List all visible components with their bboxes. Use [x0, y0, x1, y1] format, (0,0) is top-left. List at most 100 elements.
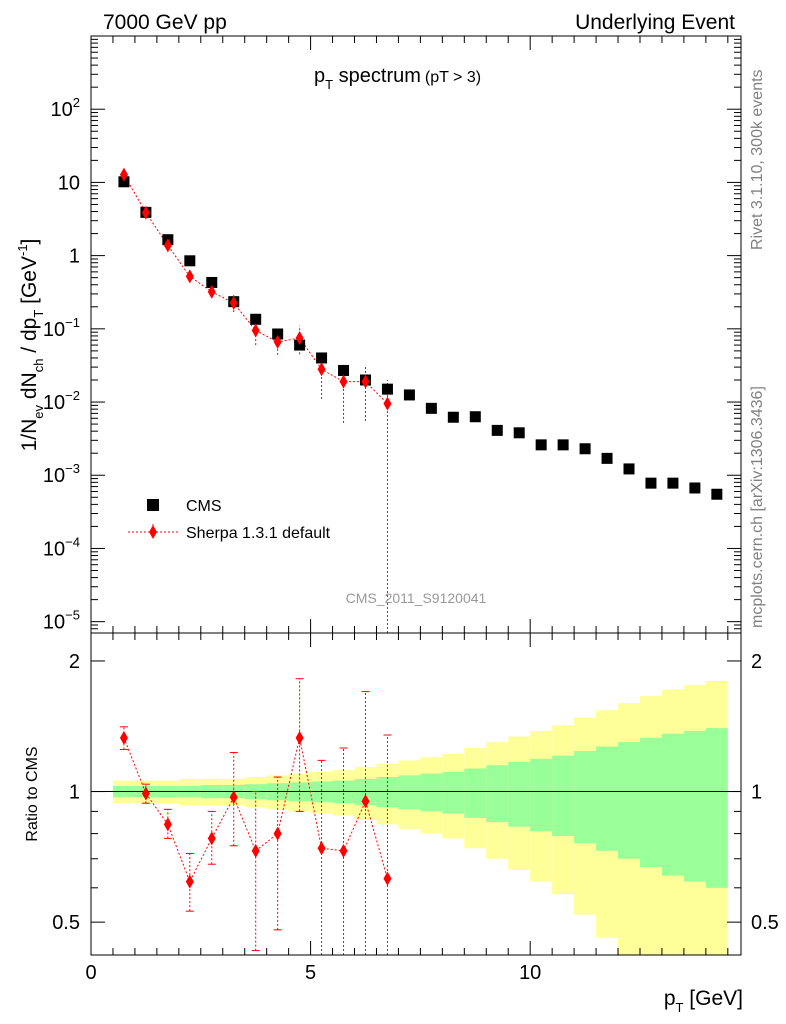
cms-point	[447, 411, 459, 423]
sherpa-point	[207, 284, 216, 299]
sherpa-point	[141, 205, 150, 220]
uncertainty-band-inner	[508, 761, 531, 827]
uncertainty-band-inner	[464, 768, 487, 818]
spectrum-panel: 102 10 1 10−1 10−2 10−3 10−4 10−5 pT spectrum (p…	[15, 35, 742, 634]
cms-point	[272, 328, 284, 340]
ratio-y-axis-label: Ratio to CMS	[24, 746, 41, 841]
y-tick-label: 10−2	[43, 388, 80, 414]
spectrum-title: pT spectrum (pT > 3)	[314, 65, 481, 92]
sherpa-ratio-point	[317, 841, 326, 856]
cms-point	[513, 427, 525, 439]
cms-point	[667, 477, 679, 489]
sherpa-point	[361, 374, 370, 389]
spectrum-y-axis-label: 1/Nev dNch / dpT [GeV-1]	[15, 239, 46, 452]
cms-point	[206, 276, 218, 288]
sherpa-ratio-point	[207, 831, 216, 846]
uncertainty-band-inner	[639, 737, 662, 868]
sherpa-point	[229, 296, 238, 311]
uncertainty-band-inner	[596, 746, 619, 851]
cms-point	[579, 443, 591, 455]
ratio-frame	[90, 632, 742, 956]
sherpa-point	[185, 269, 194, 284]
ratio-axes: 0 5 10 0.5 0.5 1 1 2 2	[52, 633, 779, 984]
cms-point	[381, 383, 393, 395]
cms-point	[316, 352, 328, 364]
cms-point	[425, 402, 437, 414]
uncertainty-band-inner	[552, 755, 575, 836]
legend-sherpa-label: Sherpa 1.3.1 default	[186, 525, 331, 542]
cms-point	[294, 339, 306, 351]
cms-point	[118, 176, 130, 188]
sherpa-ratio-point	[119, 730, 128, 745]
y-tick-label: 10−4	[43, 534, 80, 560]
ratio-y-tick-label: 0.5	[52, 912, 80, 934]
y-tick-label: 10−1	[43, 315, 80, 341]
ratio-y-tick-label: 2	[69, 651, 80, 673]
sherpa-ratio-point	[383, 871, 392, 886]
sherpa-ratio-point	[163, 817, 172, 832]
cms-point	[689, 482, 701, 494]
header-analysis-label: Underlying Event	[575, 11, 735, 34]
y-tick-label: 10−3	[43, 461, 80, 487]
y-tick-label: 10−5	[43, 608, 80, 634]
sherpa-point	[317, 362, 326, 377]
ratio-data-layer	[91, 678, 741, 956]
ratio-y-tick-label-right: 0.5	[751, 912, 779, 934]
spectrum-frame	[90, 35, 742, 634]
header-energy-label: 7000 GeV pp	[103, 11, 227, 34]
sherpa-point	[383, 396, 392, 411]
legend-cms-marker	[147, 499, 159, 511]
spectrum-axes: 102 10 1 10−1 10−2 10−3 10−4 10−5	[43, 35, 741, 634]
mcplots-reference-label: mcplots.cern.ch [arXiv:1306.3436]	[749, 386, 766, 628]
cms-point	[535, 439, 547, 451]
cms-point	[469, 411, 481, 423]
sherpa-ratio-point	[361, 794, 370, 809]
uncertainty-band-inner	[420, 773, 443, 812]
legend: CMS Sherpa 1.3.1 default	[128, 498, 331, 542]
uncertainty-band-inner	[376, 777, 399, 808]
y-tick-label: 102	[51, 95, 80, 121]
sherpa-point	[273, 335, 282, 350]
ratio-y-tick-label-right: 2	[751, 651, 762, 673]
spectrum-data-layer	[118, 167, 723, 633]
x-tick-label: 10	[519, 962, 541, 984]
uncertainty-band-inner	[486, 765, 509, 823]
x-axis-label: pT [GeV]	[664, 987, 743, 1015]
ratio-panel: 0 5 10 0.5 0.5 1 1 2 2 Ratio to CMS pT [GeV]	[24, 632, 779, 1015]
uncertainty-band-inner	[705, 728, 728, 888]
sherpa-ratio-point	[141, 786, 150, 801]
cms-point	[403, 389, 415, 401]
uncertainty-band-inner	[442, 771, 465, 814]
ratio-y-tick-label: 1	[69, 782, 80, 804]
sherpa-point	[119, 167, 128, 182]
ratio-y-tick-label-right: 1	[751, 782, 762, 804]
sherpa-ratio-point	[229, 790, 238, 805]
uncertainty-band-inner	[398, 775, 421, 810]
sherpa-ratio-point	[251, 843, 260, 858]
sherpa-point	[163, 238, 172, 253]
cms-point	[623, 463, 635, 475]
legend-sherpa-marker	[149, 525, 157, 539]
cms-point	[601, 452, 613, 464]
cms-point	[557, 439, 569, 451]
sherpa-point	[295, 330, 304, 345]
x-tick-label: 5	[305, 962, 316, 984]
uncertainty-band-inner	[574, 751, 597, 844]
cms-point	[250, 313, 262, 325]
legend-cms-label: CMS	[186, 498, 222, 515]
sherpa-ratio-point	[185, 874, 194, 889]
analysis-watermark: CMS_2011_S9120041	[346, 590, 487, 606]
uncertainty-band-inner	[530, 758, 553, 832]
sherpa-ratio-point	[295, 730, 304, 745]
rivet-version-label: Rivet 3.1.10, 300k events	[749, 69, 766, 250]
cms-point	[491, 424, 503, 436]
x-tick-label: 0	[85, 962, 96, 984]
cms-point	[184, 255, 196, 267]
sherpa-point	[251, 323, 260, 338]
uncertainty-band-inner	[661, 733, 684, 876]
sherpa-ratio-point	[339, 843, 348, 858]
y-tick-label: 1	[69, 246, 80, 268]
sherpa-ratio-point	[273, 826, 282, 841]
cms-point	[711, 488, 723, 500]
